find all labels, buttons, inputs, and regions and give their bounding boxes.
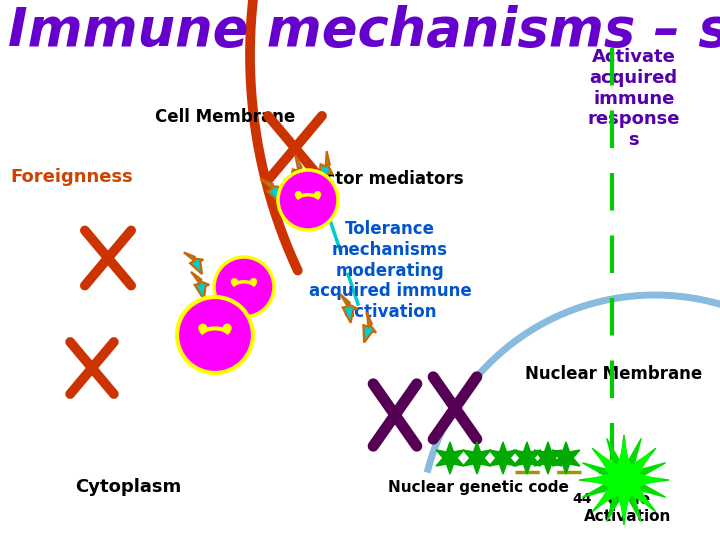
Circle shape: [177, 297, 253, 373]
Text: Reactor mediators: Reactor mediators: [290, 170, 464, 188]
Polygon shape: [230, 328, 243, 356]
Polygon shape: [436, 442, 464, 474]
Polygon shape: [260, 179, 282, 204]
Polygon shape: [579, 435, 669, 525]
Text: Tolerance
mechanisms
moderating
acquired immune
activation: Tolerance mechanisms moderating acquired…: [309, 220, 472, 321]
Circle shape: [250, 278, 257, 285]
Circle shape: [222, 323, 232, 333]
Polygon shape: [364, 312, 376, 342]
Text: Cell Membrane: Cell Membrane: [155, 108, 295, 126]
Text: Nuclear Membrane: Nuclear Membrane: [525, 365, 702, 383]
Circle shape: [314, 191, 321, 198]
Text: Activate
acquired
immune
response
s: Activate acquired immune response s: [588, 48, 680, 149]
Polygon shape: [184, 252, 203, 274]
Polygon shape: [191, 272, 210, 300]
Text: Cytoplasm: Cytoplasm: [75, 478, 181, 496]
Polygon shape: [552, 442, 580, 474]
Polygon shape: [215, 292, 228, 323]
Circle shape: [294, 191, 302, 198]
Text: Nuclear genetic code: Nuclear genetic code: [387, 480, 568, 495]
Polygon shape: [318, 151, 333, 183]
Circle shape: [231, 278, 238, 285]
Text: Gene
Activation: Gene Activation: [585, 492, 672, 524]
Polygon shape: [534, 442, 562, 474]
Polygon shape: [513, 442, 541, 474]
Circle shape: [198, 323, 207, 333]
Text: 44: 44: [572, 492, 592, 506]
Circle shape: [278, 170, 338, 230]
Polygon shape: [341, 294, 357, 323]
Text: Foreignness: Foreignness: [10, 168, 132, 186]
Polygon shape: [489, 442, 517, 474]
Text: Immune mechanisms – schematic: Immune mechanisms – schematic: [8, 5, 720, 57]
Polygon shape: [463, 442, 491, 474]
Circle shape: [214, 257, 274, 317]
Polygon shape: [293, 156, 307, 188]
Polygon shape: [586, 442, 662, 518]
